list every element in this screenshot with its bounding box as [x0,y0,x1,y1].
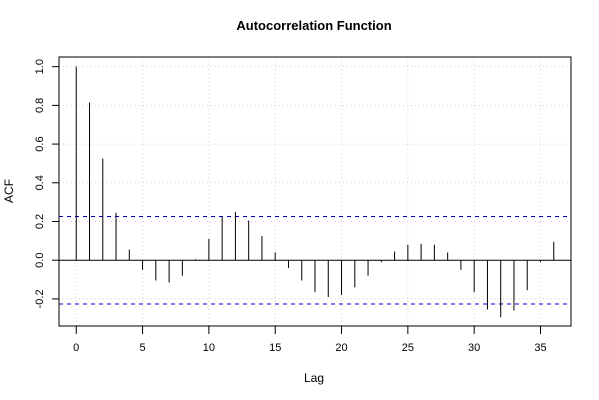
x-axis-label: Lag [304,371,324,385]
x-tick-label: 25 [402,342,414,354]
x-tick-label: 15 [269,342,281,354]
y-tick-label: 0.8 [34,98,46,113]
y-tick-label: 0.2 [34,214,46,229]
x-tick-label: 0 [73,342,79,354]
plot-area [59,66,571,318]
plot-frame [58,56,572,327]
y-tick-label: -0.2 [34,289,46,308]
x-tick-label: 20 [335,342,347,354]
y-tick-label: 1.0 [34,59,46,74]
y-axis-label: ACF [2,179,16,203]
y-tick-label: 0.0 [34,253,46,268]
x-tick-label: 5 [140,342,146,354]
x-tick-label: 35 [534,342,546,354]
y-tick-label: 0.4 [34,175,46,190]
y-tick-label: 0.6 [34,136,46,151]
x-axis: 0 5 10 15 20 25 30 35 [73,326,547,354]
x-tick-label: 10 [203,342,215,354]
x-tick-label: 30 [468,342,480,354]
chart-title: Autocorrelation Function [236,18,391,33]
y-axis: -0.2 0.0 0.2 0.4 0.6 0.8 1.0 [34,59,59,308]
